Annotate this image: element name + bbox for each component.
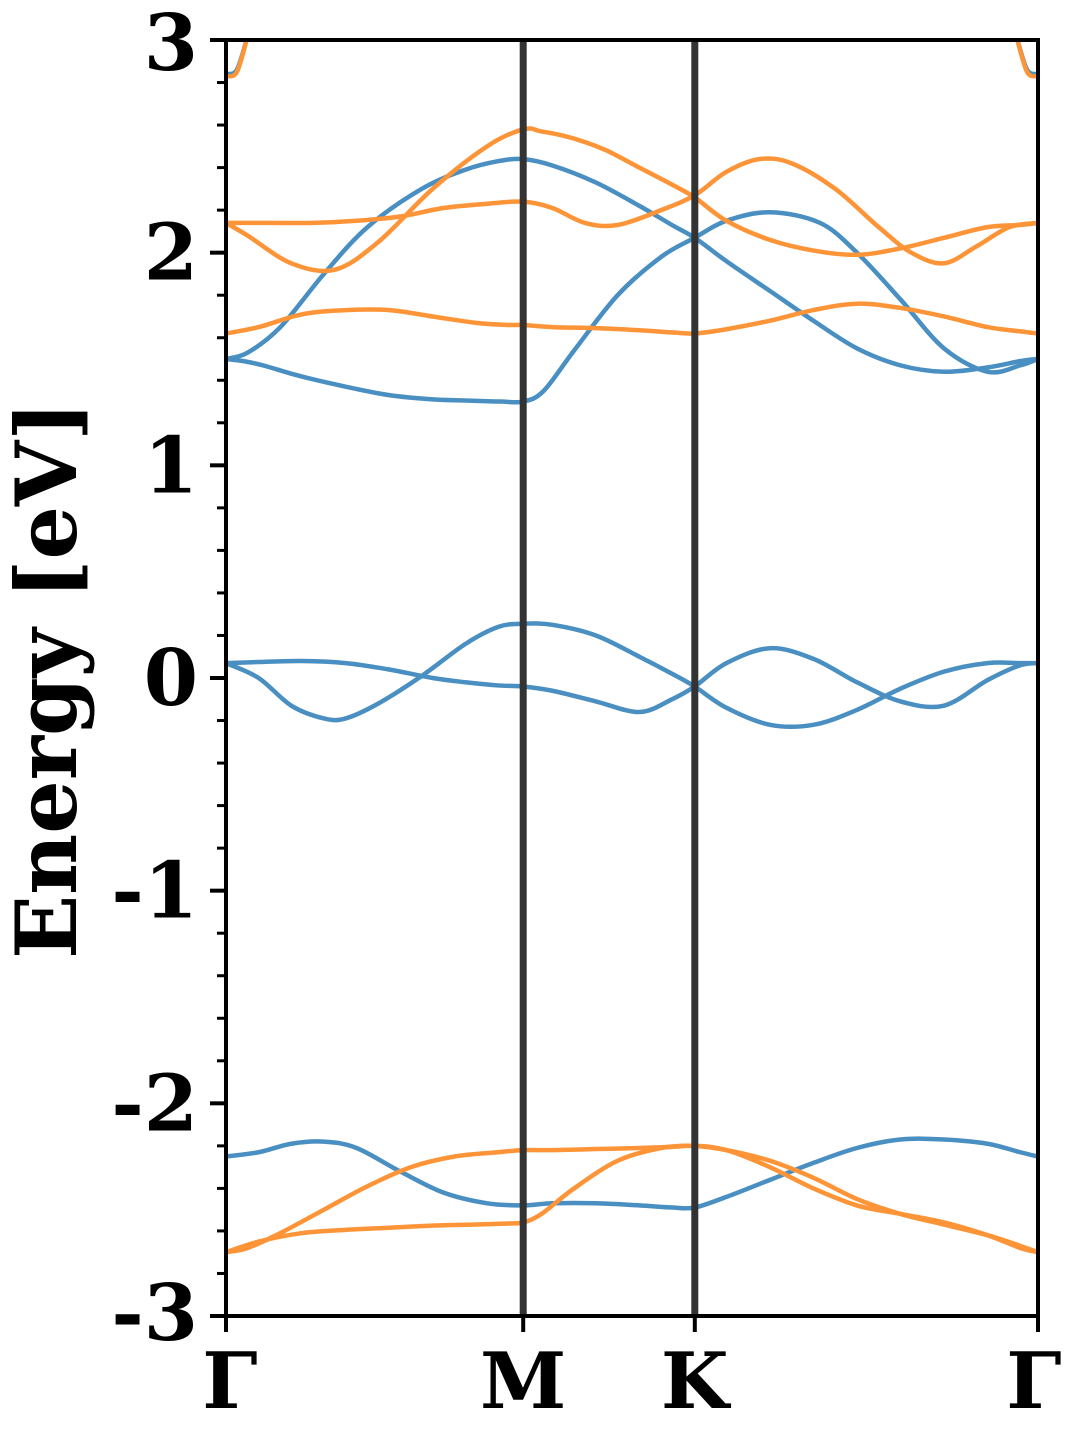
high-symmetry-dividers bbox=[519, 40, 699, 1316]
band-line-blue-10 bbox=[226, 645, 1038, 715]
y-tick-label: -3 bbox=[111, 1268, 198, 1359]
band-line-blue-1 bbox=[226, 210, 1038, 405]
y-axis-label: Energy [eV] bbox=[0, 401, 96, 959]
y-tick-label: 1 bbox=[144, 420, 198, 511]
band-line-blue-12 bbox=[226, 1136, 1038, 1211]
plot-frame bbox=[224, 38, 1040, 1318]
x-tick-label: Γ bbox=[1006, 1336, 1061, 1427]
y-tick-label: 0 bbox=[144, 633, 198, 724]
band-line-orange-7 bbox=[226, 40, 249, 79]
y-tick-label: -1 bbox=[111, 846, 198, 937]
x-tick-label: Γ bbox=[202, 1336, 257, 1427]
y-axis-ticks: 3 2 1 0 -1 -2 -3 bbox=[111, 0, 226, 1359]
y-tick-label: 2 bbox=[144, 208, 198, 299]
x-tick-label: K bbox=[661, 1336, 732, 1427]
bands-group bbox=[226, 40, 1038, 1255]
band-line-orange-13 bbox=[226, 1143, 1038, 1255]
band-line-blue-2 bbox=[226, 156, 1038, 375]
band-line-orange-3 bbox=[226, 301, 1038, 336]
band-line-blue-11 bbox=[226, 621, 1038, 730]
x-tick-label: M bbox=[480, 1336, 566, 1427]
band-line-orange-5 bbox=[226, 156, 1038, 266]
y-tick-label: 3 bbox=[144, 0, 198, 89]
band-line-orange-9 bbox=[1015, 40, 1038, 79]
y-tick-label: -2 bbox=[111, 1058, 198, 1149]
band-line-orange-14 bbox=[226, 1143, 1038, 1255]
